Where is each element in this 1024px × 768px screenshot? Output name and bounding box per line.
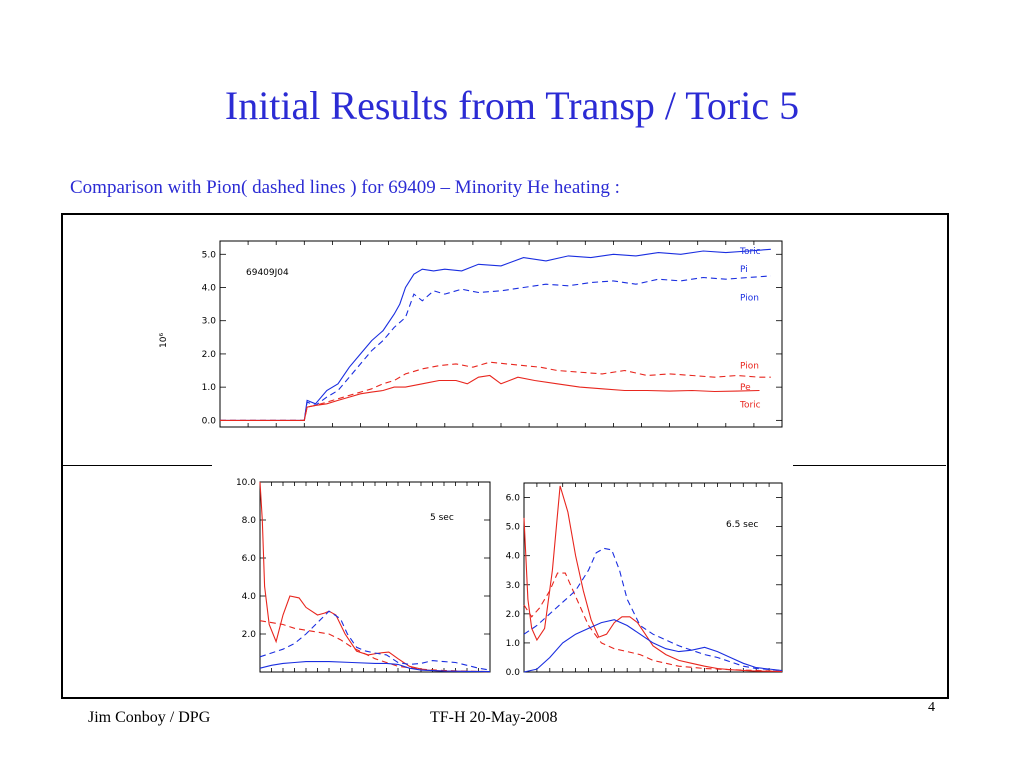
y-tick-label: 3.0 [202, 317, 217, 327]
series-label: Pe [740, 383, 751, 393]
series-label: Toric [739, 400, 761, 410]
series-line-2 [523, 572, 783, 672]
series-line-3 [259, 610, 491, 671]
y-tick-label: 5.0 [506, 523, 521, 533]
profile-chart-6-5sec: 0.0 1.0 2.0 3.0 4.0 5.0 6.0 6.5 sec [506, 482, 783, 678]
series-label: Pion [740, 293, 759, 303]
series-line-1 [523, 485, 783, 672]
main-power-chart: 0.0 1.0 2.0 3.0 4.0 5.0 10⁶ 69409J04 Toric Pi Pion… [159, 240, 783, 428]
frame-divider-right [793, 465, 946, 466]
y-tick-label: 10.0 [236, 478, 256, 488]
y-tick-label: 2.0 [202, 350, 217, 360]
y-axis-label: 10⁶ [159, 333, 169, 348]
chart-annotation: 69409J04 [246, 268, 289, 278]
series-label: Pion [740, 362, 759, 372]
chart-annotation: 5 sec [430, 513, 454, 523]
series-line-4 [259, 661, 491, 673]
series-line-2 [220, 275, 771, 421]
y-tick-label: 3.0 [506, 581, 521, 591]
series-label: Pi [740, 265, 748, 275]
profile-chart-5sec: 2.0 4.0 6.0 8.0 10.0 5 sec [236, 478, 491, 673]
series-line-3 [523, 547, 783, 672]
y-tick-label: 4.0 [242, 592, 257, 602]
figure-frame [61, 213, 949, 699]
slide-title: Initial Results from Transp / Toric 5 [224, 83, 800, 128]
series-line-4 [220, 361, 771, 421]
slide-subtitle: Comparison with Pion( dashed lines ) for… [70, 177, 620, 198]
plot-frame [219, 240, 783, 428]
y-tick-label: 1.0 [202, 383, 217, 393]
y-tick-label: 0.0 [202, 416, 217, 426]
y-tick-label: 8.0 [242, 516, 257, 526]
y-tick-label: 2.0 [242, 630, 257, 640]
series-label: Toric [739, 247, 761, 257]
page-number: 4 [928, 700, 935, 715]
y-tick-label: 5.0 [202, 250, 217, 260]
y-tick-label: 4.0 [202, 284, 217, 294]
y-tick-label: 1.0 [506, 639, 521, 649]
y-tick-label: 2.0 [506, 610, 521, 620]
series-line-1 [259, 481, 491, 673]
chart-annotation: 6.5 sec [726, 520, 758, 530]
y-tick-label: 0.0 [506, 668, 521, 678]
series-line-3 [220, 374, 760, 421]
footer-author: Jim Conboy / DPG [88, 709, 211, 726]
series-line-4 [523, 619, 783, 673]
footer-event: TF-H 20-May-2008 [430, 709, 558, 726]
plot-frame [259, 481, 491, 673]
frame-divider-left [62, 465, 212, 466]
series-line-2 [259, 620, 491, 673]
y-tick-label: 6.0 [506, 494, 521, 504]
series-line-1 [220, 248, 771, 421]
y-tick-label: 6.0 [242, 554, 257, 564]
y-tick-label: 4.0 [506, 552, 521, 562]
